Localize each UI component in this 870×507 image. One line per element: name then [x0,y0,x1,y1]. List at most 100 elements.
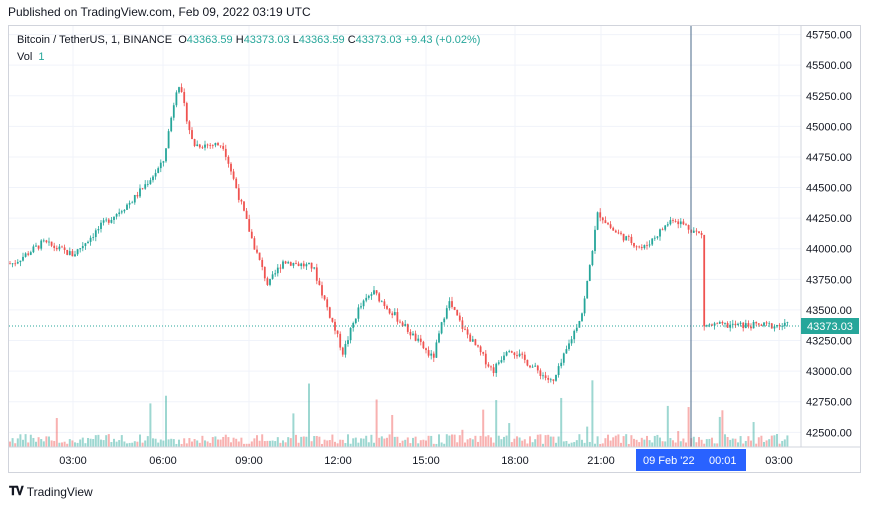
candle-body [292,263,295,266]
candles [9,83,789,385]
volume-bar [250,441,253,447]
candle-body [344,343,347,355]
candle-body [341,347,344,355]
candle-body [708,324,711,326]
volume-bar [438,434,440,447]
candle-body [63,247,66,250]
candle-body [123,209,126,212]
candle-body [583,298,586,314]
volume-bar [279,442,282,447]
candle-body [456,309,459,316]
x-tick-label: 21:00 [587,455,615,467]
candle-body [178,87,180,93]
volume-bar [92,439,95,447]
candle-body [167,131,170,149]
volume-bar [747,436,750,447]
candle-body [89,237,92,242]
volume-bar [731,438,734,447]
candle-body [245,210,248,220]
candle-body [778,324,781,327]
chart-frame[interactable] [8,25,861,473]
candle-body [786,322,789,324]
volume-bar [757,437,760,447]
candle-body [201,147,204,149]
candle-body [430,353,433,356]
candle-body [354,318,357,324]
low-value: 43363.59 [298,34,345,46]
volume-bar [48,436,50,447]
candle-body [16,262,19,264]
candle-body [19,260,22,263]
candle-body [170,117,173,132]
volume-bar [406,437,409,447]
candle-body [336,330,339,334]
x-tick-label: 18:00 [501,455,529,467]
volume-bar [383,438,386,447]
volume-bar [321,443,323,447]
candle-body [105,219,108,221]
candle-body [760,324,763,326]
candle-body [287,262,290,264]
volume-bar [742,443,745,447]
candle-body [263,266,266,279]
candle-body [510,351,513,353]
volume-bar [240,437,243,447]
volume-bar [492,442,495,447]
volume-bar [638,442,641,447]
candle-body [211,145,214,147]
volume-bar [71,440,74,447]
volume-bar [178,439,180,447]
volume-bar [188,438,191,447]
candle-body [66,249,69,255]
low-label: L [292,34,299,46]
candle-body [526,359,529,366]
symbol-label[interactable]: Bitcoin / TetherUS, 1, BINANCE [17,34,173,46]
time-axis[interactable]: 03:00 06:00 09:00 12:00 15:00 18:00 21:00 03:00 [59,455,793,467]
candle-body [672,220,674,221]
candle-body [425,348,427,351]
candle-body [308,262,310,265]
volume-bar [230,442,232,447]
volume-bar [521,440,524,447]
volume-bar [375,399,378,447]
price-axis[interactable]: 45750.00 45500.00 45250.00 45000.00 44750.00… [806,30,852,440]
volume-bar [547,434,550,447]
volume-bar [362,438,365,447]
candle-body [451,301,453,307]
footer-brand[interactable]: TradingView [26,484,93,499]
volume-bar [365,435,368,447]
candle-body [391,313,394,316]
volume-bar [479,435,482,447]
candle-body [97,228,100,231]
candle-body [432,353,435,358]
volume-bar [276,437,279,447]
volume-bar [445,434,448,447]
y-tick-label: 43250.00 [806,336,852,348]
candle-body [620,232,622,234]
volume-bar [282,440,284,447]
candle-body [393,312,396,316]
candle-body [243,201,245,211]
vol-label[interactable]: Vol [17,51,33,63]
volume-bar [300,436,303,447]
volume-bar [360,438,362,447]
candle-body [581,313,583,321]
candle-body [747,323,750,327]
volume-bar [648,440,651,447]
volume-bar [243,443,245,447]
volume-bar [669,438,672,447]
candle-body [14,263,17,265]
candle-body [149,180,152,185]
candle-body [146,184,149,185]
candle-body [295,263,297,264]
volume-bar [79,439,82,447]
candle-body [269,278,271,285]
volume-bar [29,434,32,447]
candle-body [183,92,186,104]
volume-bar [542,443,544,447]
candle-body [557,366,560,375]
candle-body [560,362,563,367]
candle-body [487,364,490,367]
volume-bar [607,434,609,447]
